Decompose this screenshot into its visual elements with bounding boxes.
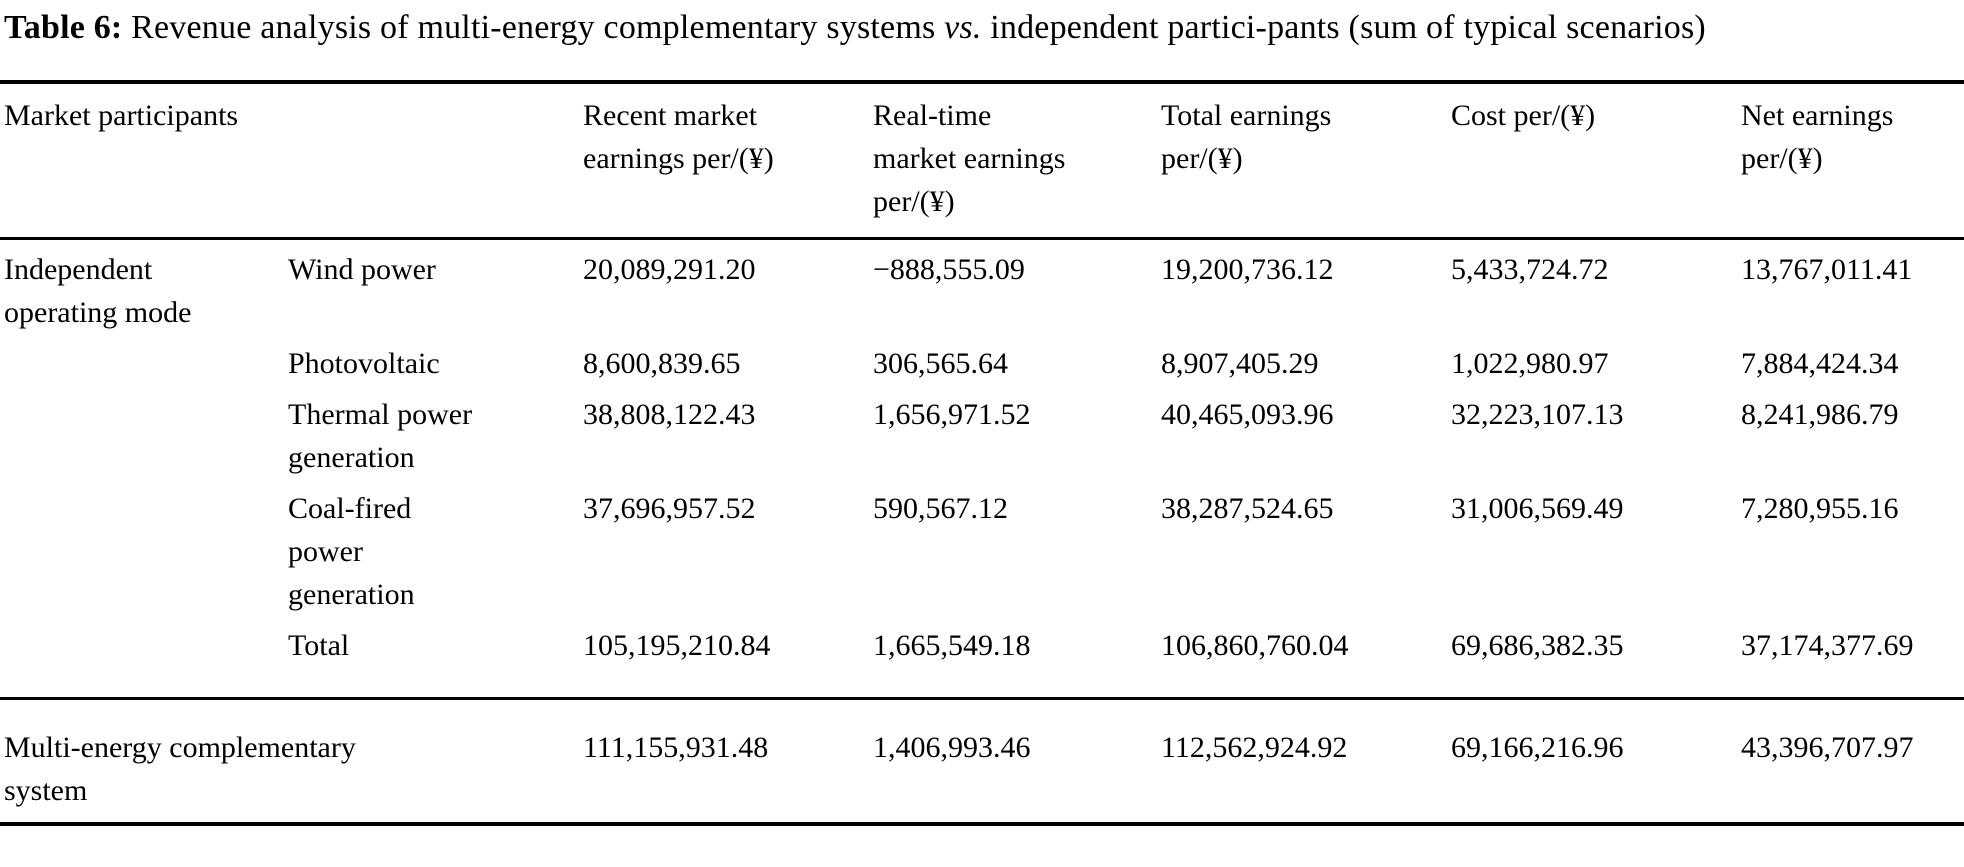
cell-cost: 5,433,724.72: [1451, 253, 1609, 286]
table-caption-rest: independent partici-pants (sum of typica…: [990, 9, 1706, 46]
cell-total-earnings: 19,200,736.12: [1161, 253, 1334, 286]
cell-participant: Wind power: [288, 253, 436, 286]
cell-recent-market-earnings: 20,089,291.20: [583, 253, 756, 286]
cell-group: Independent operating mode: [4, 253, 192, 329]
table-row-total: Total 105,195,210.84 1,665,549.18 106,86…: [0, 616, 1964, 699]
cell-participant: Photovoltaic: [288, 347, 440, 380]
cell-group: Multi-energy complementary system: [0, 697, 583, 824]
col-header-market-participants: Market participants: [0, 82, 583, 240]
cell-recent-market-earnings: 37,696,957.52: [583, 492, 756, 525]
cell-real-time-market-earnings: −888,555.09: [873, 253, 1025, 286]
cell-net-earnings: 7,280,955.16: [1741, 492, 1899, 525]
table-caption-vs: vs.: [944, 9, 982, 46]
cell-total-earnings: 8,907,405.29: [1161, 347, 1319, 380]
cell-cost: 32,223,107.13: [1451, 398, 1624, 431]
table-caption-label: Table 6:: [4, 9, 123, 46]
col-header-cost: Cost per/(¥): [1451, 82, 1741, 240]
table-row: Coal-fired power generation 37,696,957.5…: [0, 479, 1964, 616]
cell-recent-market-earnings: 38,808,122.43: [583, 398, 756, 431]
table-row: Thermal power generation 38,808,122.43 1…: [0, 385, 1964, 479]
cell-cost: 1,022,980.97: [1451, 347, 1609, 380]
cell-recent-market-earnings: 111,155,931.48: [583, 697, 873, 824]
table-body: Independent operating mode Wind power 20…: [0, 239, 1964, 699]
cell-net-earnings: 37,174,377.69: [1741, 629, 1914, 662]
col-header-net-earnings: Net earnings per/(¥): [1741, 82, 1964, 240]
cell-participant: Total: [288, 629, 350, 662]
table-caption-text: Revenue analysis of multi-energy complem…: [131, 9, 936, 46]
col-header-real-time-market-earnings: Real-time market earnings per/(¥): [873, 82, 1161, 240]
cell-total-earnings: 106,860,760.04: [1161, 629, 1349, 662]
cell-group: [0, 479, 288, 616]
cell-net-earnings: 43,396,707.97: [1741, 697, 1964, 824]
cell-cost: 69,686,382.35: [1451, 629, 1624, 662]
cell-cost: 69,166,216.96: [1451, 697, 1741, 824]
cell-net-earnings: 8,241,986.79: [1741, 398, 1899, 431]
cell-real-time-market-earnings: 306,565.64: [873, 347, 1008, 380]
cell-real-time-market-earnings: 1,665,549.18: [873, 629, 1031, 662]
cell-real-time-market-earnings: 590,567.12: [873, 492, 1008, 525]
cell-group: [0, 385, 288, 479]
cell-total-earnings: 40,465,093.96: [1161, 398, 1334, 431]
cell-participant: Thermal power generation: [288, 398, 473, 474]
cell-participant: Coal-fired power generation: [288, 492, 415, 611]
table-summary: Multi-energy complementary system 111,15…: [0, 697, 1964, 824]
table-header: Market participants Recent market earnin…: [0, 82, 1964, 240]
cell-group: [0, 616, 288, 699]
col-header-recent-market-earnings: Recent market earnings per/(¥): [583, 82, 873, 240]
header-row: Market participants Recent market earnin…: [0, 82, 1964, 240]
table-row: Independent operating mode Wind power 20…: [0, 239, 1964, 335]
cell-net-earnings: 13,767,011.41: [1741, 253, 1913, 286]
cell-recent-market-earnings: 8,600,839.65: [583, 347, 741, 380]
cell-total-earnings: 38,287,524.65: [1161, 492, 1334, 525]
cell-group: [0, 334, 288, 385]
cell-total-earnings: 112,562,924.92: [1161, 697, 1451, 824]
summary-row: Multi-energy complementary system 111,15…: [0, 697, 1964, 824]
cell-net-earnings: 7,884,424.34: [1741, 347, 1899, 380]
revenue-table: Market participants Recent market earnin…: [0, 80, 1964, 826]
cell-real-time-market-earnings: 1,656,971.52: [873, 398, 1031, 431]
cell-real-time-market-earnings: 1,406,993.46: [873, 697, 1161, 824]
cell-recent-market-earnings: 105,195,210.84: [583, 629, 771, 662]
table-caption: Table 6: Revenue analysis of multi-energ…: [0, 0, 1964, 50]
cell-cost: 31,006,569.49: [1451, 492, 1624, 525]
table-row: Photovoltaic 8,600,839.65 306,565.64 8,9…: [0, 334, 1964, 385]
col-header-total-earnings: Total earnings per/(¥): [1161, 82, 1451, 240]
